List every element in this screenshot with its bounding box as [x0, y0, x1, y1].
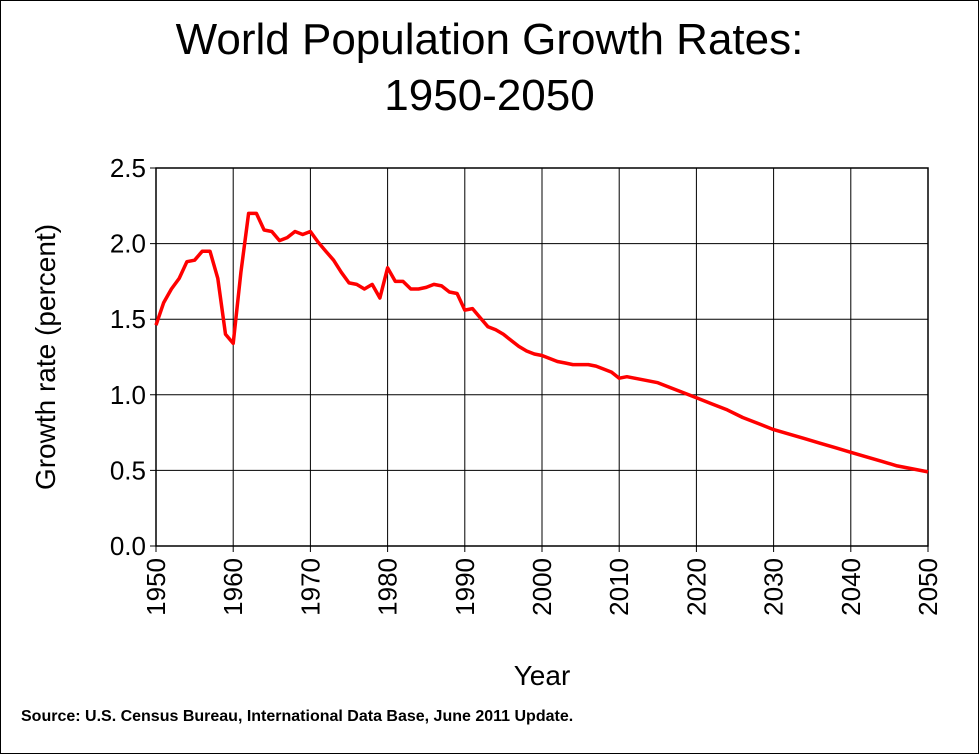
- y-tick-label: 0.0: [110, 531, 146, 561]
- x-tick-label: 2020: [681, 558, 711, 616]
- title-line-2: 1950-2050: [384, 71, 595, 120]
- x-tick-label: 1980: [373, 558, 403, 616]
- chart-title: World Population Growth Rates: 1950-2050: [0, 12, 979, 124]
- growth-rate-line: [154, 211, 929, 474]
- x-tick-label: 1970: [295, 558, 325, 616]
- source-note: Source: U.S. Census Bureau, Internationa…: [21, 708, 574, 725]
- x-tick-label: 1960: [218, 558, 248, 616]
- x-axis-ticks: 1950 1960 1970 1980 1990 2000 2010 2020 2030 2040…: [141, 558, 943, 616]
- y-tick-label: 0.5: [110, 455, 146, 485]
- x-tick-label: 2050: [913, 558, 943, 616]
- x-tick-label: 1990: [450, 558, 480, 616]
- plot-area: [155, 167, 929, 547]
- x-tick-label: 2030: [759, 558, 789, 616]
- x-tick-label: 2010: [604, 558, 634, 616]
- y-axis-title: Growth rate (percent): [30, 224, 61, 490]
- y-tick-label: 1.0: [110, 380, 146, 410]
- title-line-1: World Population Growth Rates:: [175, 15, 804, 64]
- x-tick-label: 1950: [141, 558, 171, 616]
- x-tick-label: 2000: [527, 558, 557, 616]
- y-tick-label: 1.5: [110, 304, 146, 334]
- y-axis-ticks: 0.0 0.5 1.0 1.5 2.0 2.5: [110, 153, 146, 561]
- y-tick-label: 2.0: [110, 229, 146, 259]
- y-tick-label: 2.5: [110, 153, 146, 183]
- x-axis-title: Year: [514, 660, 571, 691]
- grid-lines: [150, 167, 929, 552]
- x-tick-label: 2040: [836, 558, 866, 616]
